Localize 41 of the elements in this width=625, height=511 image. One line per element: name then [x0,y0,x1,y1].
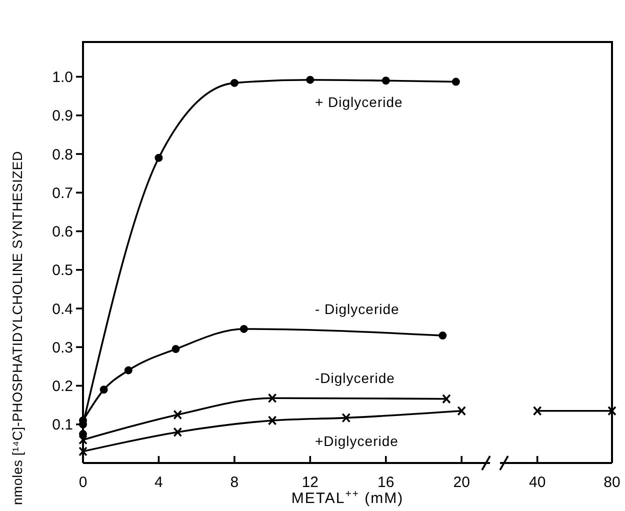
point [342,412,351,423]
y-tick-label: 0.2 [52,378,73,395]
series-label: - Diglyceride [314,301,400,318]
point [154,154,163,162]
y-axis-title: nmoles [¹⁴C]-PHOSPHATIDYLCHOLINE SYNTHESIZED [10,150,25,505]
y-tick-label: 0.3 [52,339,73,356]
point [268,393,277,404]
point [306,76,314,84]
point [268,416,277,426]
series-label: + Diglyceride [314,94,403,110]
point [240,324,248,333]
series-label: -Diglyceride [314,370,395,386]
x-tick-label: 4 [154,474,163,491]
point [457,406,466,416]
point [173,427,182,437]
x-tick-label: 12 [302,474,319,491]
x-tick-label: 16 [378,474,394,491]
x-tick-label: 20 [453,474,470,491]
y-tick-label: 0.6 [52,224,73,241]
x-tick-label: 0 [78,474,88,491]
x-tick-label: 80 [604,474,620,491]
y-tick-label: 0.8 [52,146,73,164]
point [438,332,447,340]
y-tick-label: 0.7 [52,184,73,202]
point [100,386,108,394]
point [173,410,182,420]
point [124,366,132,374]
point [452,78,460,86]
point [172,345,180,354]
x-tick-label: 40 [528,474,546,491]
point [442,394,451,404]
x-axis-title: METAL$^{++}$ (mM) [291,488,404,507]
y-tick-label: 0.9 [52,108,73,125]
y-tick-label: 0.1 [52,416,73,434]
y-tick-label: 0.4 [52,300,73,318]
x-tick-label: 8 [230,474,239,491]
point [230,78,238,87]
y-tick-label: 0.5 [52,262,73,280]
point [382,76,390,85]
series-label: +Diglyceride [314,432,398,449]
y-tick-label: 1.0 [52,69,73,86]
